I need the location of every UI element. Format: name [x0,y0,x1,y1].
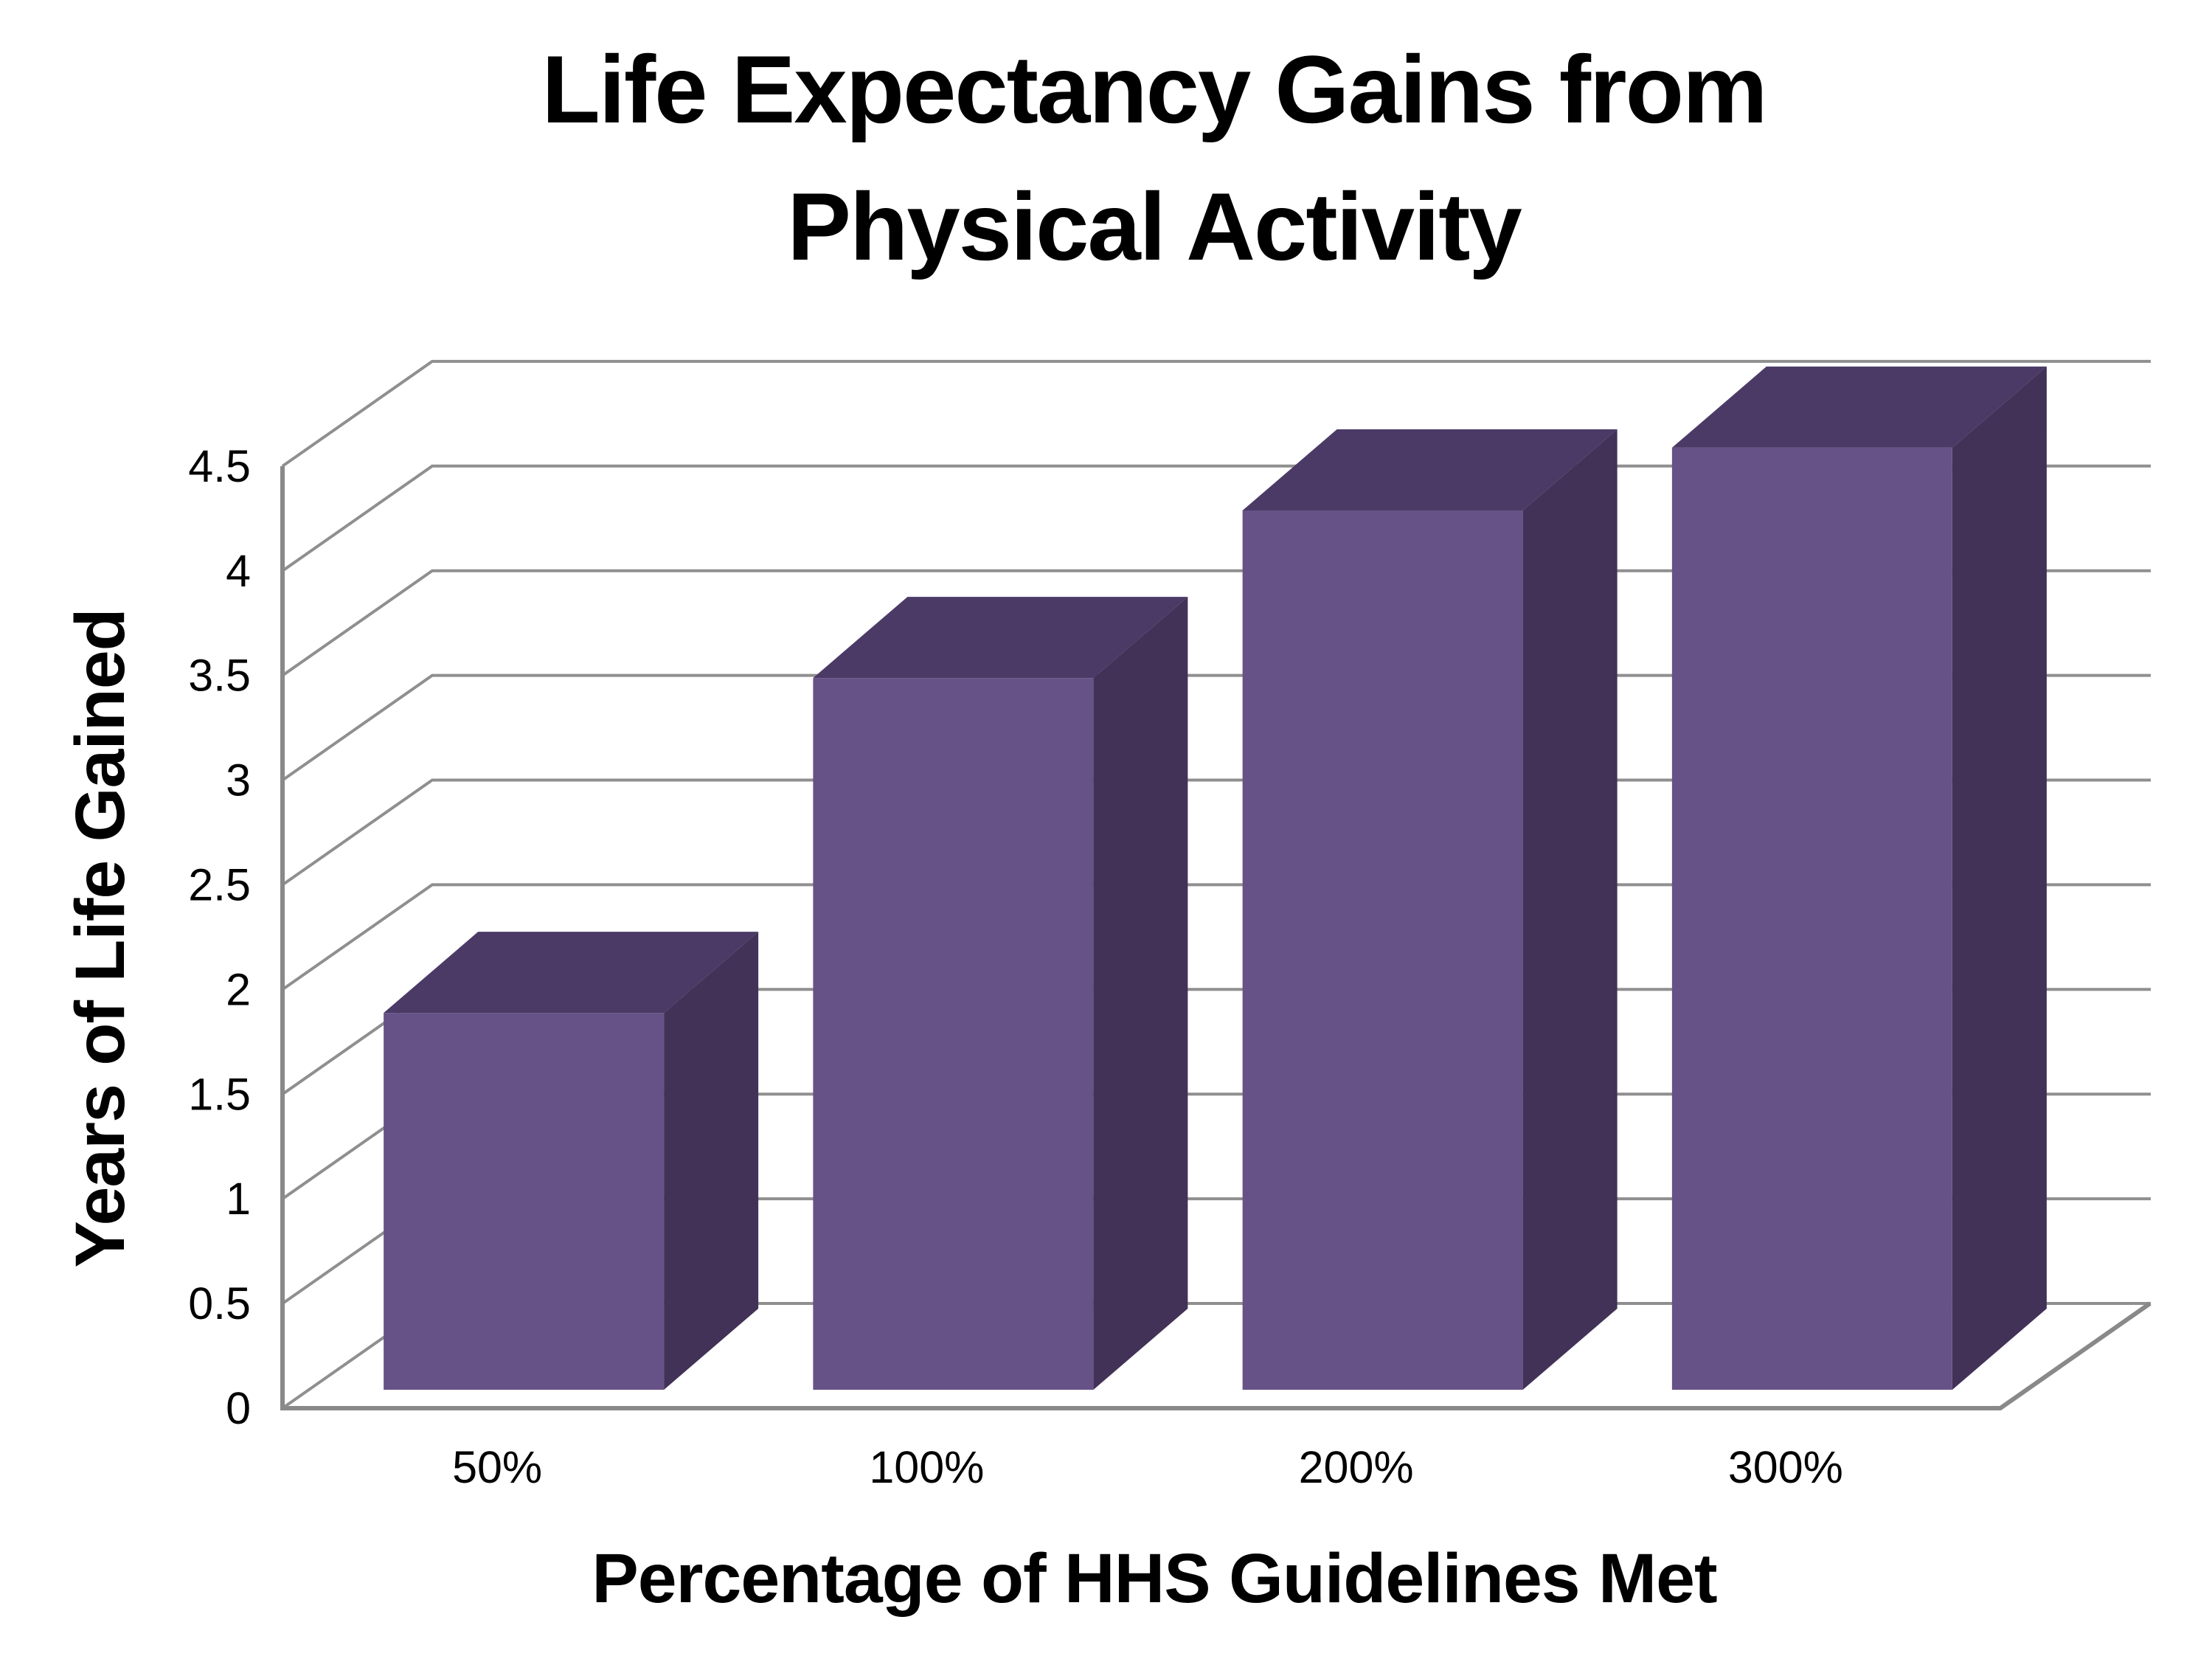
y-tick-label-0: 0 [226,1383,251,1433]
bar-200%-side-face [1522,429,1618,1390]
bar-300%-front-face [1671,447,1952,1390]
gridline-4.5 [281,359,2151,468]
y-tick-label-2.5: 2.5 [188,860,251,910]
chart-title: Life Expectancy Gains from Physical Acti… [0,21,2212,295]
bar-100%-front-face [813,678,1094,1390]
y-tick-label-3: 3 [226,755,251,806]
x-category-label-100%: 100% [869,1442,984,1492]
bar-100%-side-face [1093,597,1188,1390]
y-tick-label-1.5: 1.5 [188,1069,251,1119]
bar-50%-side-face [664,932,759,1390]
y-tick-label-3.5: 3.5 [188,651,251,701]
bar-50%-front-face [384,1013,665,1390]
y-tick-label-0.5: 0.5 [188,1278,251,1329]
chart-title-line-2: Physical Activity [787,173,1522,280]
bar-200%-front-face [1242,510,1523,1390]
x-category-label-300%: 300% [1728,1442,1843,1492]
y-tick-label-4.5: 4.5 [188,441,251,491]
chart-title-line-1: Life Expectancy Gains from [541,35,1767,143]
y-axis-title: Years of Life Gained [61,609,139,1267]
bar-100%-top-face [813,597,1188,679]
y-tick-label-1: 1 [226,1174,251,1224]
x-category-label-50%: 50% [452,1442,542,1492]
bar-300%-top-face [1671,366,2047,448]
axis-frame [280,465,2152,1410]
bar-200%-top-face [1242,429,1618,511]
x-category-label-200%: 200% [1299,1442,1414,1492]
bar-300%-side-face [1952,366,2047,1390]
x-axis-title: Percentage of HHS Guidelines Met [592,1539,1717,1618]
y-tick-label-4: 4 [226,546,251,596]
bar-50%-top-face [384,932,759,1014]
y-tick-label-2: 2 [226,964,251,1014]
